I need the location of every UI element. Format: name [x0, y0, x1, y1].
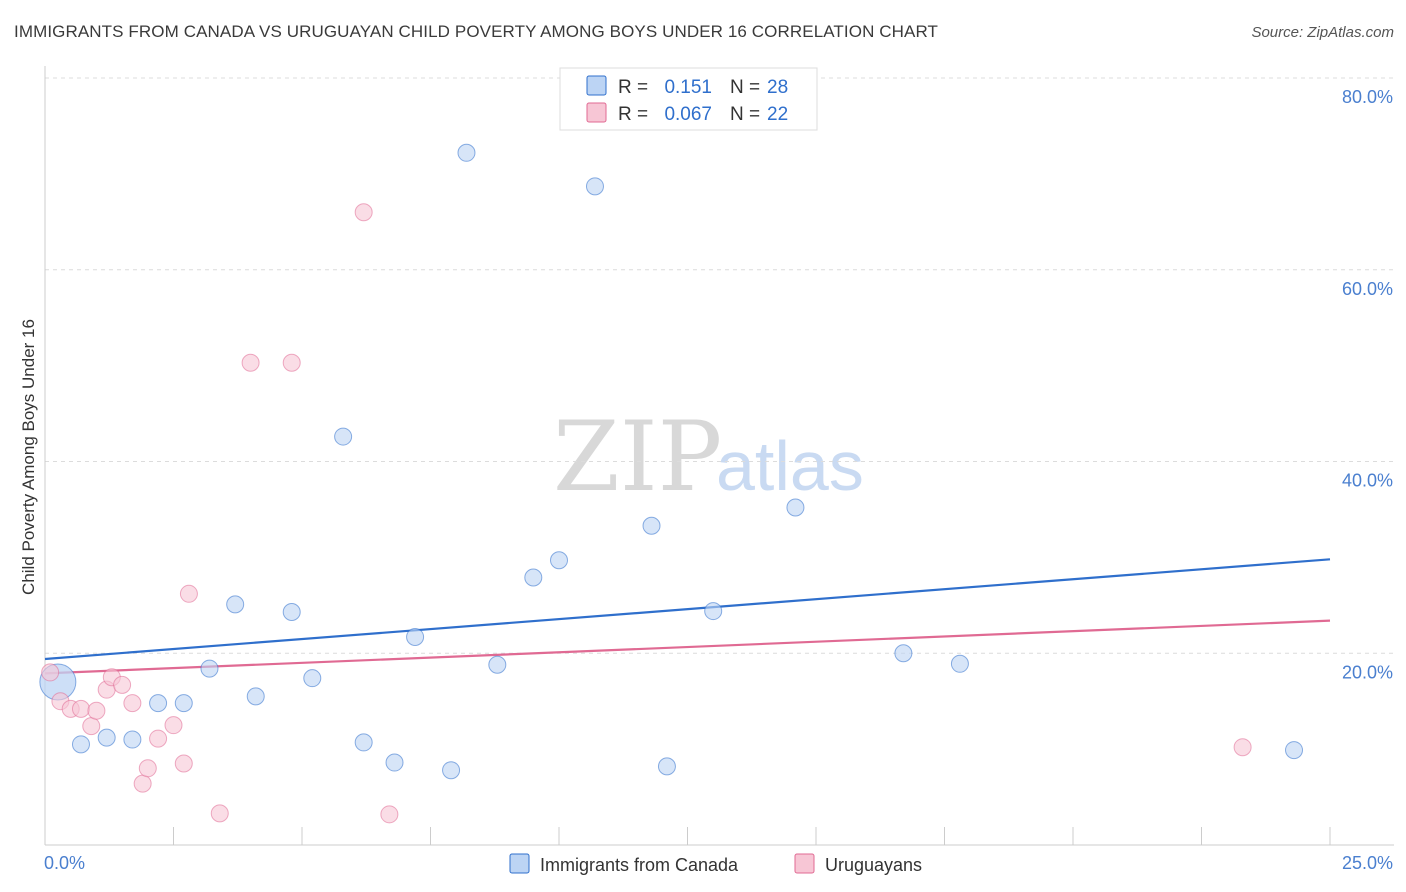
point-canada-3: [123, 730, 142, 749]
y-tick-label-0: 20.0%: [1342, 662, 1393, 682]
bottom-legend-swatch-canada: [509, 853, 530, 874]
point-canada-26: [950, 654, 969, 673]
point-uruguayans-4: [82, 717, 101, 736]
point-canada-21: [642, 516, 661, 535]
point-uruguayans-16: [210, 804, 229, 823]
point-canada-5: [174, 694, 193, 713]
y-tick-label-2: 60.0%: [1342, 279, 1393, 299]
point-canada-24: [786, 498, 805, 517]
point-canada-15: [442, 761, 461, 780]
point-canada-22: [657, 757, 676, 776]
bottom-legend-swatch-uruguayans: [794, 853, 815, 874]
point-uruguayans-17: [241, 353, 260, 372]
point-canada-20: [585, 177, 604, 196]
trendline-canada: [44, 558, 1331, 661]
legend-swatch-uruguayans: [586, 102, 607, 123]
watermark-zip: ZIP: [553, 401, 722, 513]
y-axis-title: Child Poverty Among Boys Under 16: [19, 319, 38, 595]
point-uruguayans-13: [164, 716, 183, 735]
point-uruguayans-8: [113, 675, 132, 694]
series-legend: Immigrants from Canada Uruguayans: [509, 853, 922, 875]
point-canada-4: [149, 694, 168, 713]
point-uruguayans-11: [138, 759, 157, 778]
point-uruguayans-9: [123, 694, 142, 713]
point-uruguayans-12: [149, 729, 168, 748]
point-canada-14: [406, 627, 425, 646]
stats-legend: R = 0.151 N = 28 R = 0.067 N = 22: [559, 67, 818, 131]
point-uruguayans-0: [41, 663, 60, 682]
point-uruguayans-21: [1233, 738, 1252, 757]
legend-r-value-uruguayans: 0.067: [664, 104, 712, 125]
point-canada-8: [246, 687, 265, 706]
point-canada-11: [334, 427, 353, 446]
point-canada-2: [97, 728, 116, 747]
bottom-legend-label-canada: Immigrants from Canada: [540, 855, 739, 875]
legend-n-value-canada: 28: [767, 77, 788, 98]
x-tick-label-1: 25.0%: [1342, 853, 1393, 873]
data-points: [39, 143, 1304, 824]
point-canada-23: [704, 602, 723, 621]
point-canada-25: [894, 644, 913, 663]
point-canada-16: [457, 143, 476, 162]
legend-r-label-uruguayans: R =: [618, 104, 648, 125]
point-canada-17: [488, 655, 507, 674]
legend-r-label-canada: R =: [618, 77, 648, 98]
x-tick-label-0: 0.0%: [44, 853, 85, 873]
legend-n-label-uruguayans: N =: [730, 104, 760, 125]
point-canada-1: [71, 735, 90, 754]
legend-n-value-uruguayans: 22: [767, 104, 788, 125]
point-uruguayans-18: [282, 353, 301, 372]
y-tick-label-3: 80.0%: [1342, 87, 1393, 107]
legend-r-value-canada: 0.151: [664, 77, 712, 98]
point-uruguayans-19: [354, 203, 373, 222]
tick-labels: 20.0% 40.0% 60.0% 80.0% 0.0% 25.0%: [44, 87, 1393, 873]
point-uruguayans-15: [179, 584, 198, 603]
legend-n-label-canada: N =: [730, 77, 760, 98]
point-canada-7: [226, 595, 245, 614]
point-canada-27: [1285, 741, 1304, 760]
point-canada-13: [385, 753, 404, 772]
point-canada-10: [303, 669, 322, 688]
watermark: ZIP atlas: [553, 401, 864, 513]
watermark-atlas: atlas: [716, 427, 864, 505]
y-tick-label-1: 40.0%: [1342, 471, 1393, 491]
chart-title: IMMIGRANTS FROM CANADA VS URUGUAYAN CHIL…: [14, 22, 939, 41]
bottom-legend-label-uruguayans: Uruguayans: [825, 855, 922, 875]
point-uruguayans-5: [87, 701, 106, 720]
point-uruguayans-20: [380, 805, 399, 824]
point-canada-12: [354, 733, 373, 752]
point-uruguayans-3: [71, 699, 90, 718]
source-credit: Source: ZipAtlas.com: [1251, 24, 1394, 41]
point-uruguayans-10: [133, 774, 152, 793]
axes: [44, 66, 1394, 846]
legend-swatch-canada: [586, 75, 607, 96]
trendline-uruguayans: [44, 619, 1331, 675]
point-canada-19: [550, 551, 568, 570]
point-canada-9: [282, 603, 301, 622]
point-canada-6: [200, 659, 219, 678]
trendlines: [44, 558, 1331, 675]
point-canada-18: [524, 568, 543, 587]
tick-marks: [44, 827, 1331, 845]
point-uruguayans-14: [174, 754, 193, 773]
